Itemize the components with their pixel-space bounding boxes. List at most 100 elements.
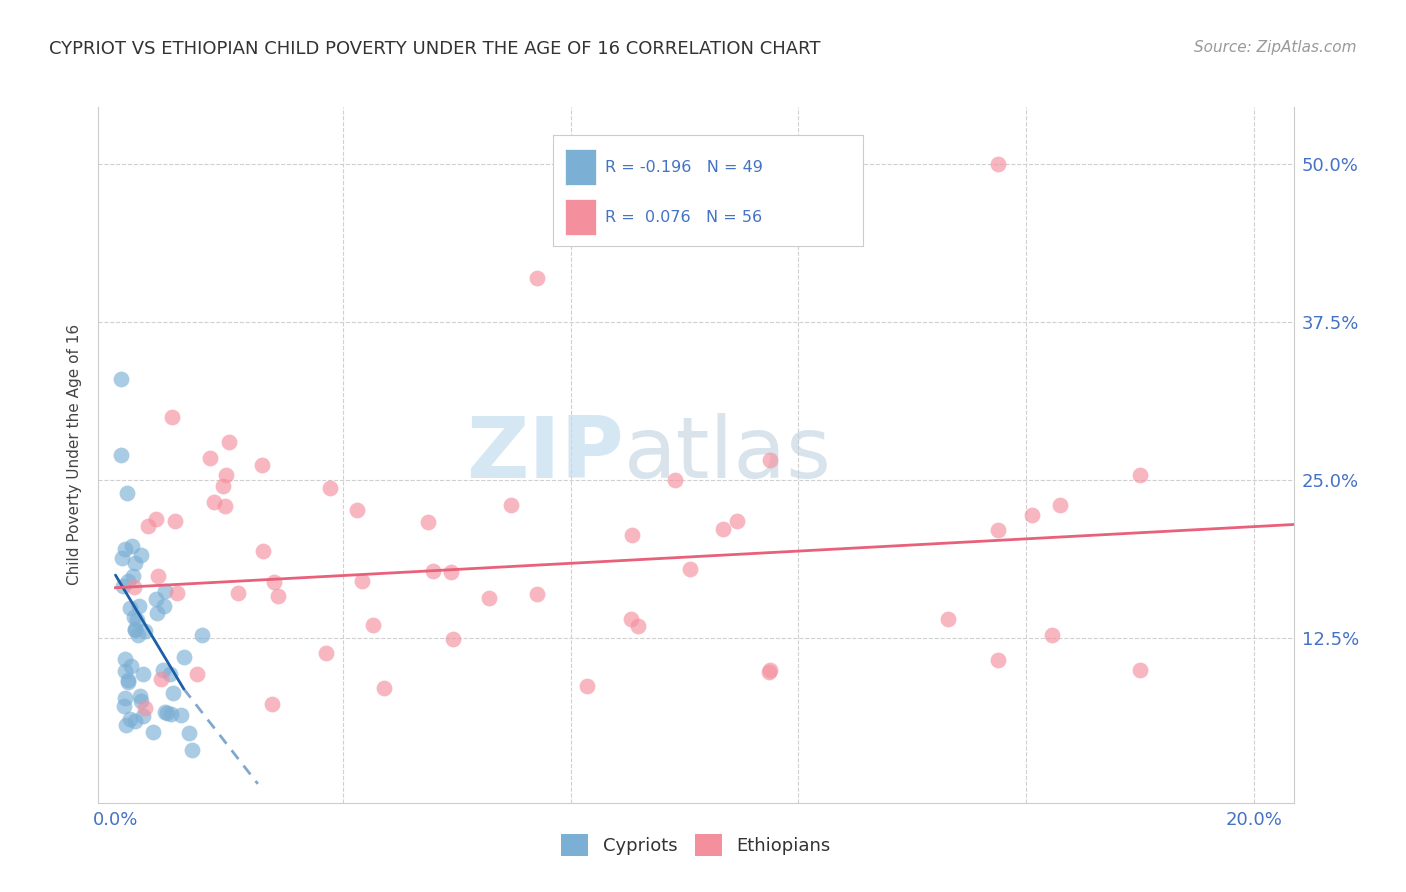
- Point: [145, 607, 167, 621]
- Point: [218, 435, 240, 450]
- Point: [263, 575, 285, 590]
- Point: [620, 528, 643, 542]
- Point: [361, 618, 384, 632]
- Point: [620, 611, 643, 625]
- Point: [124, 557, 146, 571]
- Legend: Cypriots, Ethiopians: Cypriots, Ethiopians: [554, 827, 838, 863]
- Point: [127, 627, 149, 641]
- Point: [129, 693, 152, 707]
- Point: [526, 586, 548, 600]
- Text: Source: ZipAtlas.com: Source: ZipAtlas.com: [1194, 40, 1357, 55]
- Point: [112, 699, 135, 714]
- Point: [170, 708, 193, 723]
- Point: [152, 663, 174, 677]
- Point: [134, 624, 156, 638]
- Point: [162, 409, 184, 424]
- Point: [252, 544, 274, 558]
- Point: [441, 632, 464, 646]
- Point: [120, 658, 142, 673]
- Point: [110, 448, 132, 462]
- Text: atlas: atlas: [624, 413, 832, 497]
- Point: [111, 551, 134, 566]
- Point: [153, 584, 176, 599]
- Point: [725, 515, 748, 529]
- Point: [111, 579, 134, 593]
- Point: [122, 580, 145, 594]
- Point: [145, 512, 167, 526]
- Point: [114, 542, 136, 557]
- Point: [115, 486, 138, 500]
- Point: [155, 706, 177, 721]
- Point: [627, 619, 650, 633]
- Point: [159, 667, 181, 681]
- Point: [416, 515, 439, 529]
- Point: [200, 450, 222, 465]
- Point: [214, 499, 236, 513]
- Point: [987, 653, 1010, 667]
- Point: [117, 673, 139, 687]
- Point: [1129, 663, 1152, 677]
- Point: [121, 539, 143, 553]
- Point: [191, 628, 214, 642]
- Point: [664, 473, 686, 487]
- Point: [118, 712, 141, 726]
- Point: [440, 566, 463, 580]
- Point: [114, 665, 136, 679]
- Point: [936, 612, 959, 626]
- Point: [134, 701, 156, 715]
- Point: [315, 646, 337, 660]
- Point: [226, 586, 249, 600]
- Point: [1021, 508, 1043, 522]
- Point: [267, 590, 290, 604]
- Y-axis label: Child Poverty Under the Age of 16: Child Poverty Under the Age of 16: [67, 325, 83, 585]
- Point: [526, 270, 548, 285]
- Point: [117, 574, 139, 588]
- Point: [499, 498, 522, 512]
- Point: [114, 652, 136, 666]
- Point: [114, 691, 136, 706]
- Point: [162, 686, 184, 700]
- Point: [758, 665, 780, 679]
- Point: [202, 495, 225, 509]
- Point: [132, 667, 155, 681]
- Point: [160, 707, 183, 722]
- Point: [250, 458, 273, 472]
- Point: [153, 599, 176, 614]
- Point: [129, 548, 152, 562]
- Point: [142, 725, 165, 739]
- Point: [713, 523, 735, 537]
- Point: [215, 468, 238, 483]
- Point: [124, 714, 146, 728]
- Point: [679, 562, 702, 576]
- Point: [1049, 499, 1071, 513]
- Point: [262, 697, 284, 711]
- Point: [138, 519, 160, 533]
- Point: [124, 623, 146, 637]
- Point: [124, 610, 146, 624]
- Point: [186, 667, 208, 681]
- Point: [1129, 467, 1152, 482]
- Point: [1040, 628, 1063, 642]
- Point: [166, 586, 188, 600]
- Point: [346, 503, 368, 517]
- Point: [987, 524, 1010, 538]
- Point: [212, 479, 235, 493]
- Point: [110, 372, 132, 386]
- Text: CYPRIOT VS ETHIOPIAN CHILD POVERTY UNDER THE AGE OF 16 CORRELATION CHART: CYPRIOT VS ETHIOPIAN CHILD POVERTY UNDER…: [49, 40, 821, 58]
- Point: [128, 599, 150, 614]
- Point: [318, 481, 340, 495]
- Point: [181, 742, 204, 756]
- Point: [132, 709, 155, 723]
- Point: [759, 453, 782, 467]
- Point: [478, 591, 501, 606]
- Point: [146, 569, 169, 583]
- Point: [179, 726, 201, 740]
- Point: [155, 706, 177, 720]
- Point: [127, 613, 149, 627]
- Point: [163, 514, 186, 528]
- Text: ZIP: ZIP: [467, 413, 624, 497]
- Point: [373, 681, 395, 696]
- Point: [149, 673, 172, 687]
- Point: [145, 592, 167, 607]
- Point: [173, 650, 195, 665]
